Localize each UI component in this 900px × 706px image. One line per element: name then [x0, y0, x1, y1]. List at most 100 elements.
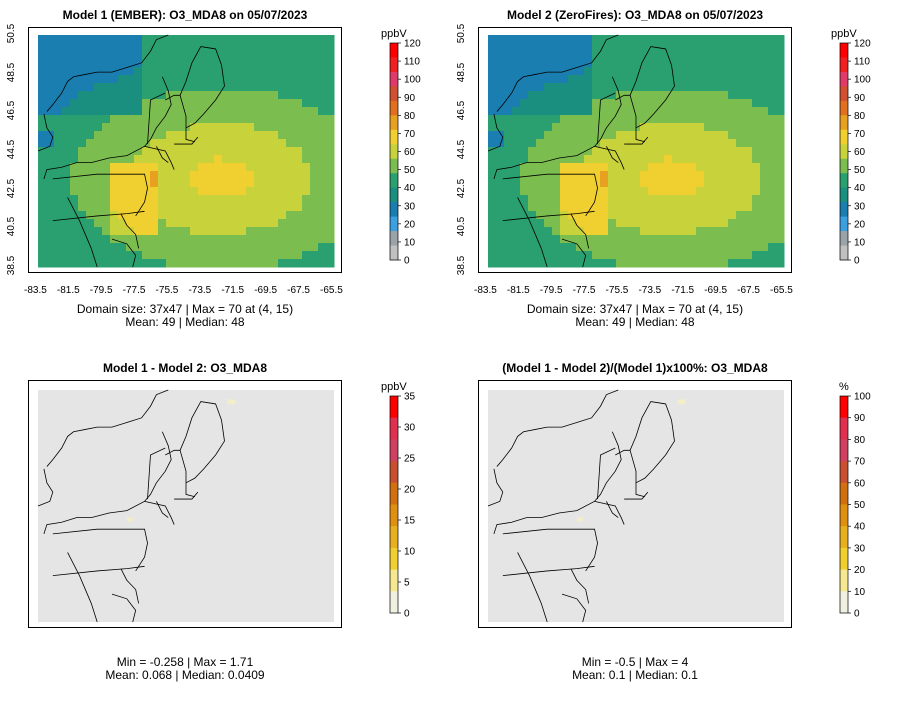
colorbar-tick-label: 60: [854, 478, 866, 489]
colorbar-tick-label: 20: [854, 219, 866, 230]
x-tick-label: -79.5: [539, 285, 563, 296]
panel-title: Model 1 (EMBER): O3_MDA8 on 05/07/2023: [62, 8, 308, 22]
colorbar-tick-label: 0: [404, 256, 410, 267]
concentration-map: [487, 34, 785, 268]
y-tick-label: 38.5: [456, 255, 468, 276]
colorbar-tick-label: 50: [854, 165, 866, 176]
y-tick-label: 46.5: [456, 101, 468, 121]
stats-line-1: Domain size: 37x47 | Max = 70 at (4, 15): [76, 302, 294, 316]
colorbar-tick-label: 30: [404, 201, 416, 212]
colorbar-tick-label: 40: [854, 183, 866, 194]
colorbar-tick-label: 30: [404, 423, 416, 434]
stats-line-2: Mean: 49 | Median: 48: [575, 315, 695, 329]
colorbar-tick-label: 100: [854, 75, 871, 86]
colorbar-tick-label: 10: [854, 237, 866, 248]
panel-model1: Model 1 (EMBER): O3_MDA8 on 05/07/2023 3…: [0, 0, 450, 353]
map-frame: [478, 380, 792, 628]
x-tick-label: -77.5: [572, 285, 596, 296]
x-tick-label: -65.5: [320, 285, 343, 296]
y-tick-label: 40.5: [456, 217, 468, 237]
colorbar-tick-label: 40: [854, 522, 866, 533]
percent-difference-map: [487, 389, 784, 623]
colorbar-unit: ppbV: [381, 28, 407, 40]
colorbar-tick-label: 80: [854, 111, 866, 122]
x-tick-label: -69.5: [704, 285, 728, 296]
colorbar-tick-label: 20: [404, 485, 416, 496]
colorbar-tick-label: 70: [854, 129, 866, 140]
colorbar-unit: ppbV: [831, 28, 857, 40]
colorbar-tick-label: 110: [404, 57, 420, 68]
x-tick-label: -67.5: [287, 285, 310, 296]
colorbar-tick-label: 100: [404, 75, 421, 86]
y-tick-label: 42.5: [456, 178, 468, 198]
colorbar-tick-label: 60: [404, 147, 416, 158]
x-tick-label: -69.5: [254, 285, 278, 296]
panel-title: Model 1 - Model 2: O3_MDA8: [102, 361, 268, 375]
stats-line-2: Mean: 0.068 | Median: 0.0409: [105, 668, 265, 682]
panel-model2: Model 2 (ZeroFires): O3_MDA8 on 05/07/20…: [450, 0, 900, 353]
stats-line-1: Min = -0.5 | Max = 4: [581, 655, 689, 669]
map-frame: [28, 27, 342, 273]
colorbar-tick-label: 0: [854, 256, 860, 267]
panel-title: Model 2 (ZeroFires): O3_MDA8 on 05/07/20…: [506, 8, 764, 22]
x-tick-label: -71.5: [221, 285, 245, 296]
colorbar-tick-label: 100: [854, 392, 871, 403]
x-tick-label: -79.5: [89, 285, 113, 296]
colorbar: 35 30 25 20 15 10 5 0: [389, 392, 416, 620]
y-tick-label: 38.5: [6, 255, 18, 276]
colorbar-tick-label: 15: [404, 516, 416, 527]
colorbar-tick-label: 0: [854, 609, 860, 620]
colorbar-tick-label: 90: [854, 93, 866, 104]
stats-line-1: Min = -0.258 | Max = 1.71: [116, 655, 254, 669]
colorbar-tick-label: 110: [854, 57, 870, 68]
y-tick-label: 44.5: [6, 139, 18, 160]
colorbar-tick-label: 10: [854, 587, 866, 598]
map-frame: [478, 27, 792, 273]
colorbar-tick-label: 30: [854, 201, 866, 212]
stats-line-2: Mean: 49 | Median: 48: [125, 315, 245, 329]
x-tick-label: -73.5: [188, 285, 212, 296]
x-tick-label: -75.5: [155, 285, 179, 296]
colorbar-unit: %: [839, 381, 849, 393]
colorbar-tick-label: 40: [404, 183, 416, 194]
x-tick-label: -67.5: [737, 285, 760, 296]
colorbar-tick-label: 0: [404, 609, 410, 620]
y-tick-label: 50.5: [6, 23, 18, 44]
x-tick-label: -75.5: [605, 285, 629, 296]
map-frame: [28, 380, 342, 628]
colorbar-tick-label: 5: [404, 578, 410, 589]
panel-title: (Model 1 - Model 2)/(Model 1)x100%: O3_M…: [502, 361, 768, 375]
y-tick-label: 50.5: [456, 23, 468, 44]
panel-percent-difference: (Model 1 - Model 2)/(Model 1)x100%: O3_M…: [450, 353, 900, 706]
colorbar-tick-label: 90: [404, 93, 416, 104]
colorbar-tick-label: 80: [404, 111, 416, 122]
colorbar-tick-label: 70: [854, 457, 866, 468]
colorbar-tick-label: 20: [854, 565, 866, 576]
colorbar-tick-label: 25: [404, 454, 416, 465]
colorbar-tick-label: 120: [404, 39, 421, 50]
x-tick-label: -81.5: [56, 285, 80, 296]
colorbar-unit: ppbV: [381, 381, 407, 393]
colorbar-tick-label: 30: [854, 543, 866, 554]
concentration-map: [37, 34, 335, 268]
y-tick-label: 44.5: [456, 139, 468, 160]
x-tick-label: -77.5: [122, 285, 146, 296]
y-tick-label: 42.5: [6, 178, 18, 198]
colorbar-tick-label: 60: [854, 147, 866, 158]
colorbar-tick-label: 70: [404, 129, 416, 140]
x-tick-label: -73.5: [638, 285, 662, 296]
colorbar-tick-label: 35: [404, 392, 416, 403]
panel-difference: Model 1 - Model 2: O3_MDA8 ppbV 35 30 25 20…: [0, 353, 450, 706]
stats-line-1: Domain size: 37x47 | Max = 70 at (4, 15): [526, 302, 744, 316]
colorbar-tick-label: 90: [854, 413, 866, 424]
x-tick-label: -83.5: [474, 285, 497, 296]
y-tick-label: 46.5: [6, 101, 18, 121]
stats-line-2: Mean: 0.1 | Median: 0.1: [572, 668, 698, 682]
x-tick-label: -81.5: [506, 285, 530, 296]
colorbar-tick-label: 20: [404, 219, 416, 230]
difference-map: [37, 389, 334, 623]
colorbar-tick-label: 80: [854, 435, 866, 446]
y-tick-label: 48.5: [456, 62, 468, 82]
